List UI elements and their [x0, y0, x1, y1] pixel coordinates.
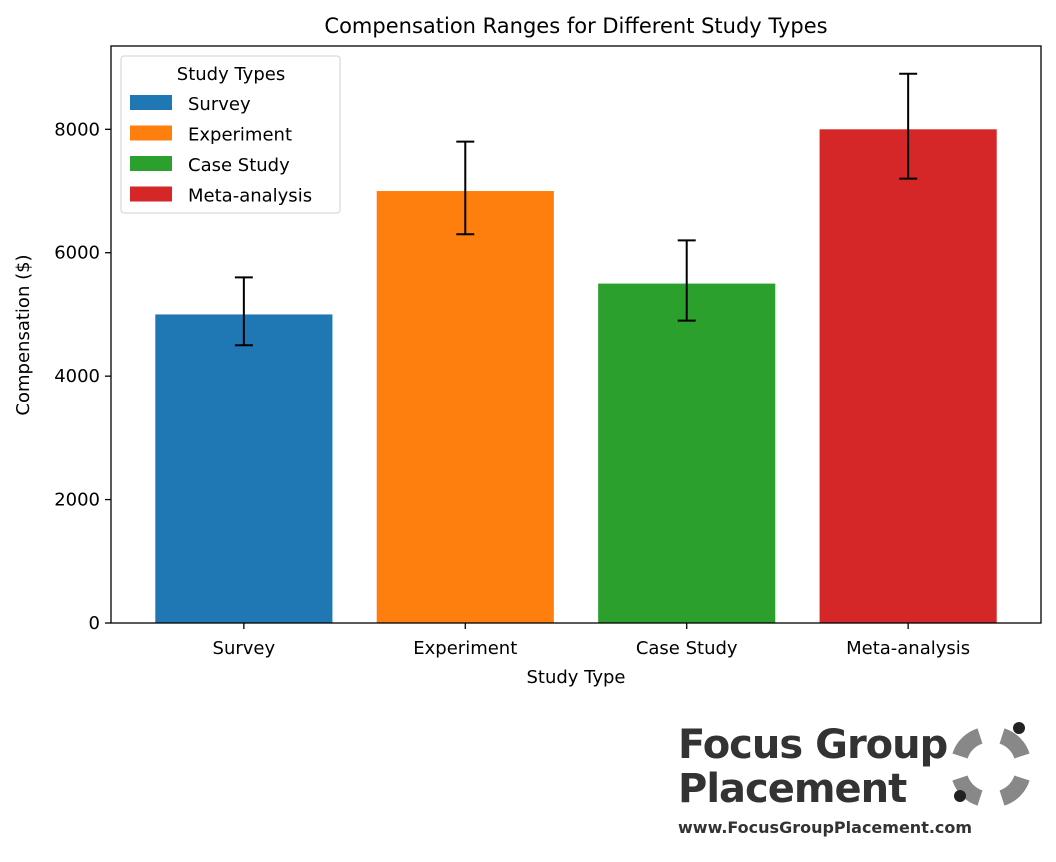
bar	[155, 314, 333, 623]
y-tick-label: 6000	[54, 243, 100, 264]
legend-frame	[120, 55, 341, 214]
brand-name-line1: Focus Group	[678, 722, 948, 768]
legend-title: Study Types	[177, 64, 285, 85]
legend-label: Experiment	[188, 125, 292, 146]
legend-swatch	[130, 95, 172, 110]
y-tick-label: 2000	[54, 490, 100, 511]
y-tick-label: 0	[89, 613, 100, 634]
legend: Study Types Survey Experiment Case Study Me…	[120, 55, 341, 214]
brand-name-line2: Placement	[678, 766, 907, 812]
x-tick-label: Survey	[213, 638, 276, 659]
ring-logo-icon	[952, 722, 1030, 806]
legend-swatch	[130, 156, 172, 171]
bar	[376, 191, 554, 623]
y-tick-label: 8000	[54, 119, 100, 140]
legend-label: Meta-analysis	[188, 186, 312, 207]
plot-frame	[110, 45, 1042, 624]
y-axis-label: Compensation ($)	[13, 254, 34, 415]
legend-swatch	[130, 125, 172, 141]
x-tick-label: Meta-analysis	[846, 638, 970, 659]
chart-title: Compensation Ranges for Different Study …	[324, 14, 827, 38]
legend-label: Survey	[188, 94, 251, 115]
bar	[819, 129, 997, 623]
x-tick-label: Case Study	[636, 638, 738, 659]
y-tick-label: 4000	[54, 366, 100, 387]
legend-label: Case Study	[188, 155, 290, 176]
x-tick-label: Experiment	[413, 638, 517, 659]
brand-url: www.FocusGroupPlacement.com	[678, 818, 973, 837]
x-axis-label: Study Type	[526, 667, 625, 688]
brand-block: Focus Group Placement www.FocusGroupPlac…	[678, 722, 1048, 847]
bar-chart: Compensation Ranges for Different Study …	[13, 14, 1042, 688]
bar	[598, 283, 776, 623]
legend-swatch	[130, 186, 172, 202]
